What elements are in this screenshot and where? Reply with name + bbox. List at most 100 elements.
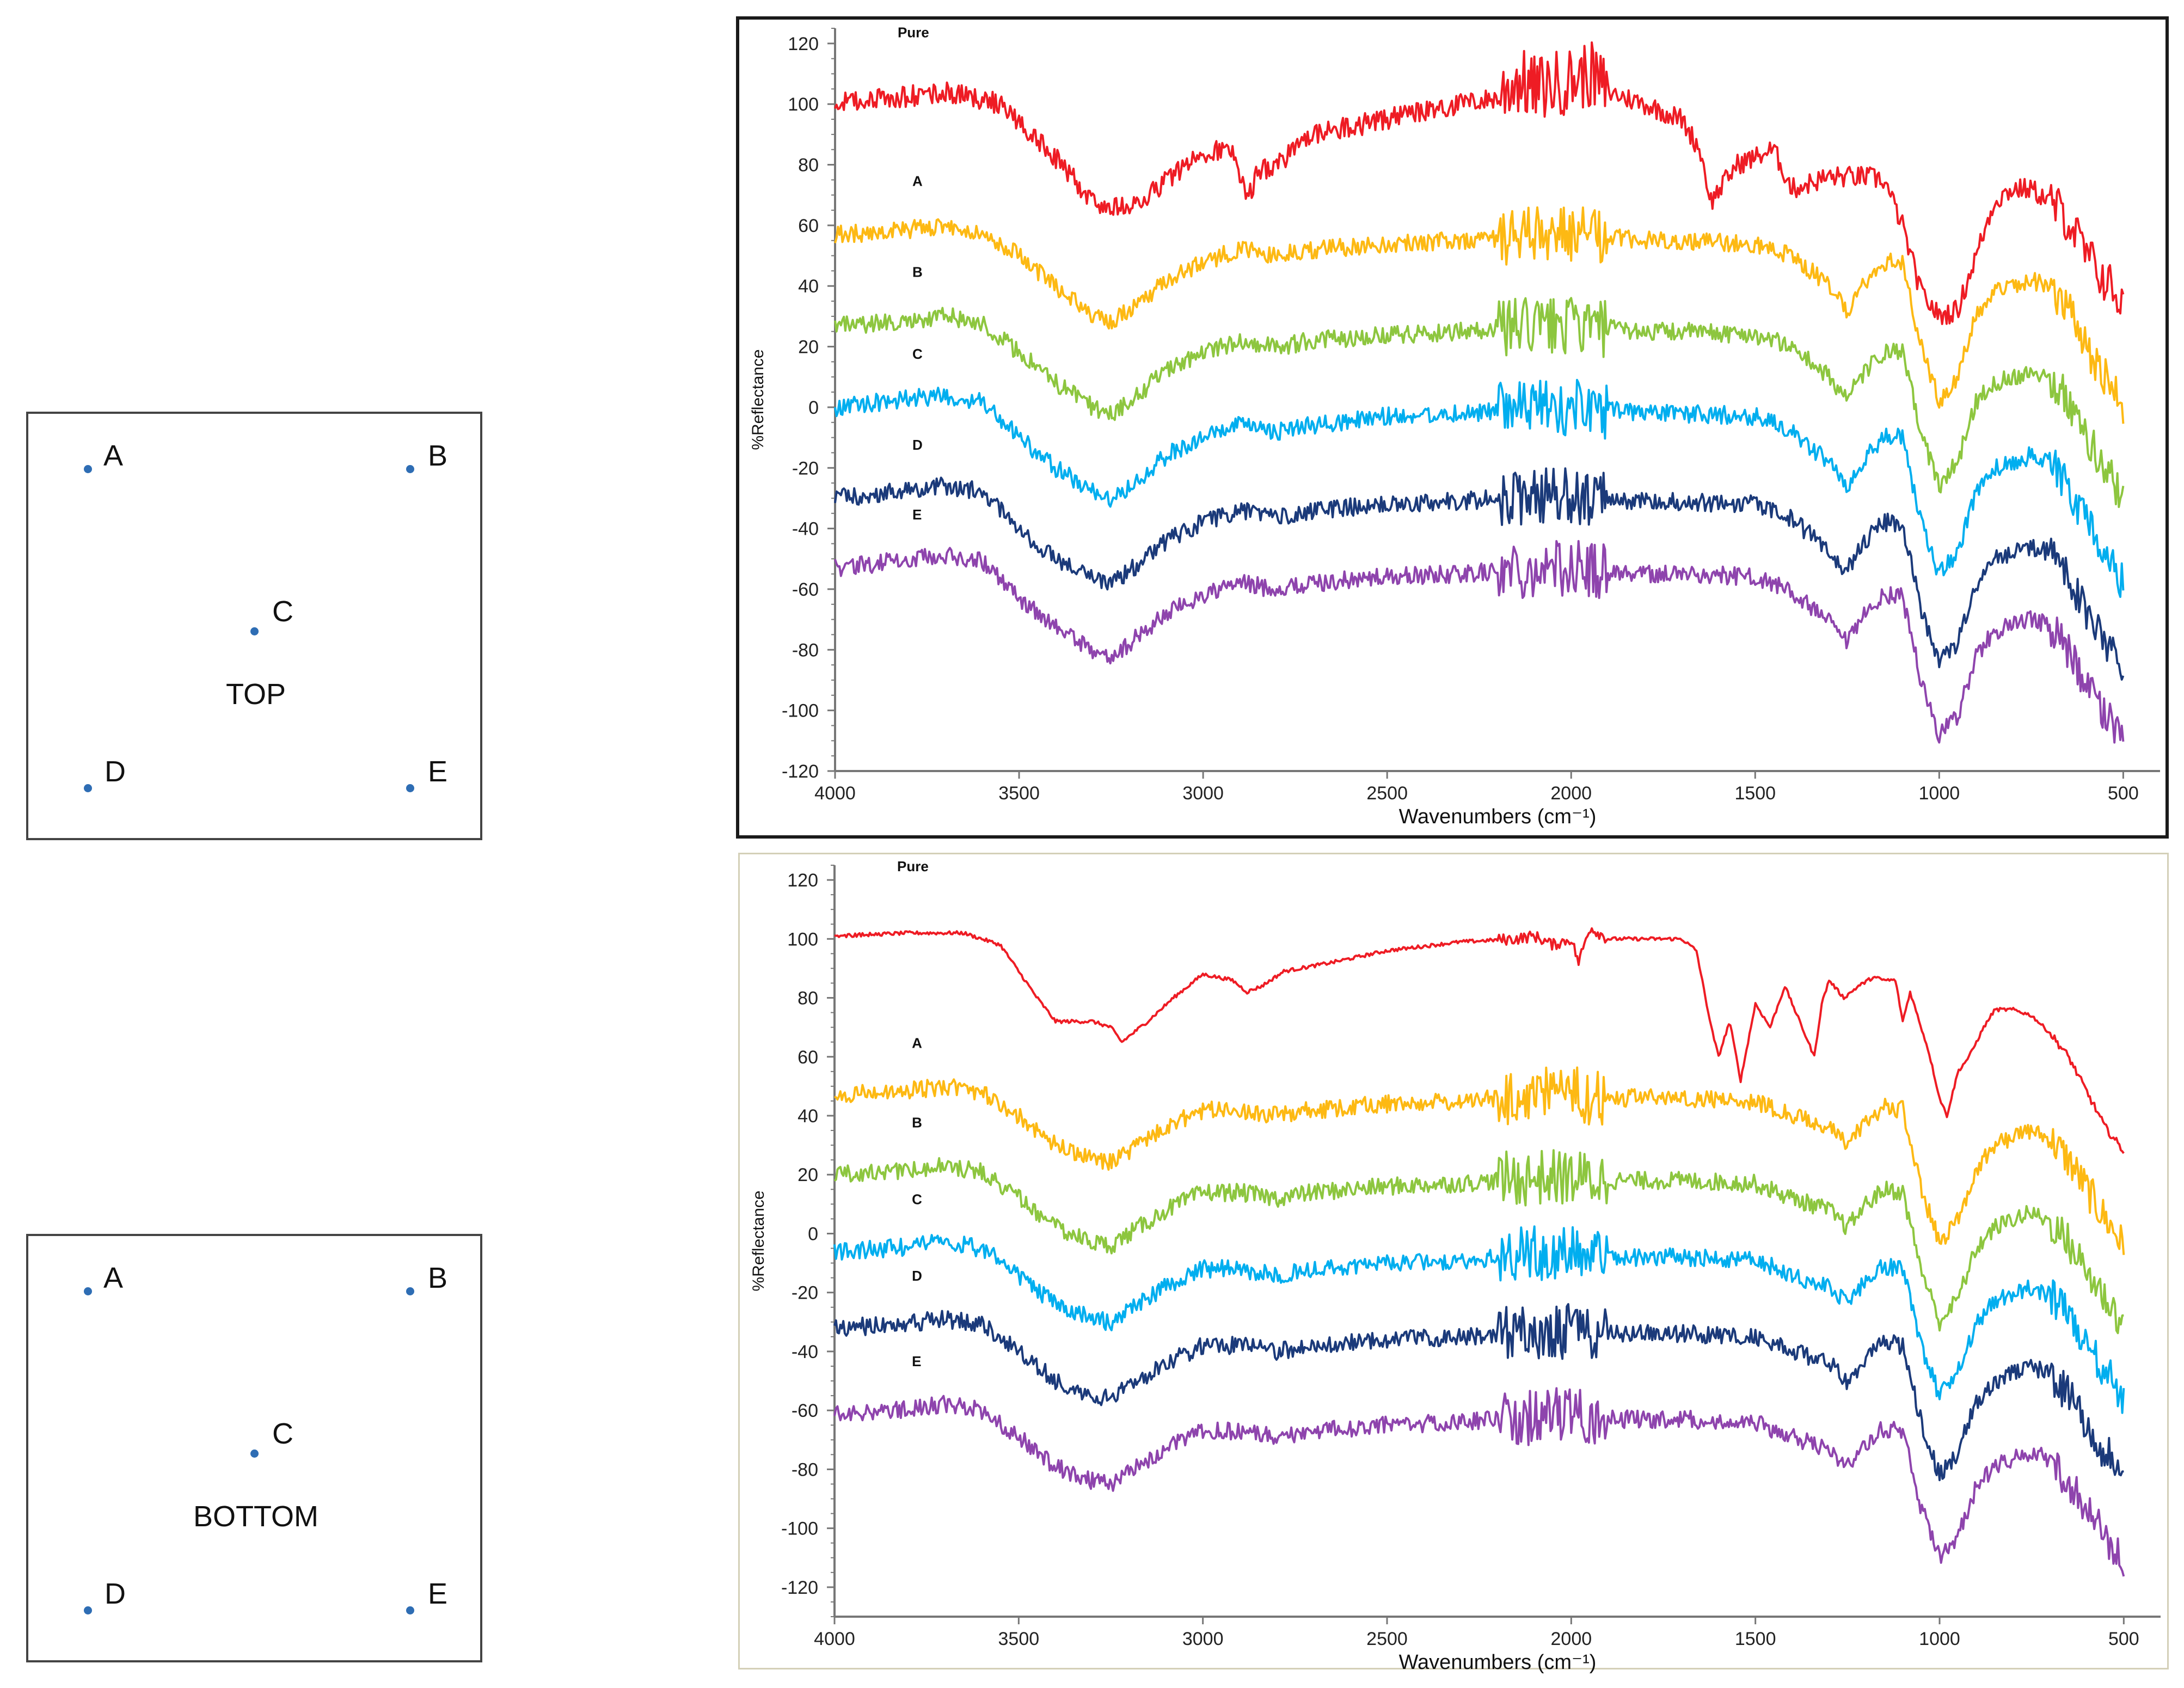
y-tick-label: -20 <box>792 458 819 479</box>
point-a-dot <box>84 1287 92 1295</box>
y-tick-label: 120 <box>787 870 818 891</box>
series-pure: Pure <box>834 858 2125 1154</box>
x-tick-label: 1000 <box>1919 783 1960 804</box>
series-label: D <box>912 437 923 453</box>
y-tick-label: 40 <box>798 276 819 297</box>
y-tick-label: 40 <box>797 1106 818 1127</box>
point-e-label: E <box>428 755 448 788</box>
point-d-dot <box>84 784 92 792</box>
series-a: A <box>834 1035 2125 1255</box>
y-tick-label: 100 <box>788 94 819 115</box>
bottom-spectra-chart: 120 100 80 60 40 20 0 -20 -40 -60 -80 -100 -120 4000 3… <box>750 858 2161 1674</box>
point-c-dot <box>250 627 259 635</box>
series-label: C <box>912 1191 922 1207</box>
x-tick-label: 3000 <box>1182 1629 1224 1649</box>
y-tick-label: 100 <box>787 929 818 950</box>
y-tick-label: 0 <box>808 397 819 418</box>
y-axis-title: %Reflectance <box>750 1190 768 1291</box>
series-line-c <box>834 378 2125 598</box>
series-d: D <box>833 1268 2124 1482</box>
series-line-e <box>834 540 2125 744</box>
point-a-dot <box>84 465 92 473</box>
y-tick-label: -80 <box>792 640 819 660</box>
y-axis-title: %Reflectance <box>749 349 767 450</box>
x-tick-label: 2000 <box>1550 783 1592 804</box>
x-tick-label: 3500 <box>998 783 1040 804</box>
series-label: B <box>912 1115 922 1131</box>
y-tick-label: -40 <box>792 519 819 540</box>
x-tick-label: 1500 <box>1735 1629 1776 1649</box>
series-d: D <box>834 437 2125 681</box>
x-tick-label: 500 <box>2108 783 2139 804</box>
y-tick-label: -20 <box>792 1283 818 1304</box>
y-tick-label: -120 <box>782 761 819 782</box>
top-sample-map: A B C D E TOP <box>26 412 482 840</box>
point-d-label: D <box>105 1577 126 1610</box>
y-tick-label: -40 <box>792 1342 818 1362</box>
point-e-label: E <box>428 1577 448 1610</box>
series-line-a <box>834 1066 2125 1255</box>
top-spectra-chart-frame: 120 100 80 60 40 20 0 -20 -40 -60 -80 -100 -120 4000 3… <box>736 16 2169 839</box>
series-label: Pure <box>897 858 929 874</box>
x-tick-label: 3500 <box>998 1629 1040 1649</box>
series-line-d <box>833 1303 2124 1482</box>
y-tick-label: 0 <box>808 1224 818 1244</box>
series-label: E <box>912 1353 921 1369</box>
series-b: B <box>834 264 2125 508</box>
bottom-sample-map: A B C D E BOTTOM <box>26 1234 482 1662</box>
point-e-dot <box>406 784 414 792</box>
x-axis-title: Wavenumbers (cm⁻¹) <box>1399 805 1597 828</box>
y-tick-label: -60 <box>792 1400 818 1421</box>
series-line-b <box>834 297 2125 508</box>
bottom-caption: BOTTOM <box>193 1500 319 1533</box>
point-b-dot <box>406 465 414 473</box>
y-tick-label: 20 <box>797 1165 818 1185</box>
series-line-e <box>833 1387 2125 1577</box>
series-label: C <box>912 346 923 362</box>
point-b-label: B <box>428 1262 448 1294</box>
x-tick-label: 1500 <box>1734 783 1776 804</box>
series-e: E <box>834 506 2125 744</box>
point-a-label: A <box>103 439 124 472</box>
series-label: D <box>912 1268 922 1284</box>
series-b: B <box>833 1115 2124 1335</box>
series-line-b <box>833 1149 2124 1335</box>
x-tick-label: 500 <box>2108 1629 2139 1649</box>
point-d-label: D <box>105 755 126 788</box>
series-label: Pure <box>898 25 929 41</box>
series-label: E <box>912 506 922 523</box>
point-c-label: C <box>272 1417 293 1450</box>
axes: 120 100 80 60 40 20 0 -20 -40 -60 -80 -100 -120 4000 3… <box>781 865 2161 1649</box>
series-label: B <box>912 264 923 280</box>
point-c-label: C <box>272 595 293 628</box>
y-tick-label: -120 <box>781 1577 818 1598</box>
bottom-spectra-chart-frame: 120 100 80 60 40 20 0 -20 -40 -60 -80 -100 -120 4000 3… <box>738 853 2169 1674</box>
y-tick-label: -80 <box>792 1459 818 1480</box>
y-tick-label: 20 <box>798 337 819 358</box>
x-axis-title: Wavenumbers (cm⁻¹) <box>1399 1651 1597 1674</box>
series-label: A <box>912 1035 922 1051</box>
series-a: A <box>834 173 2125 424</box>
x-tick-label: 2000 <box>1551 1629 1592 1649</box>
series-c: C <box>833 1191 2125 1414</box>
series-line-a <box>834 206 2125 424</box>
x-tick-label: 4000 <box>814 783 856 804</box>
y-tick-label: 80 <box>797 988 818 1009</box>
x-tick-label: 2500 <box>1366 1629 1408 1649</box>
series-pure: Pure <box>834 25 2125 325</box>
y-tick-label: -100 <box>781 1519 818 1539</box>
y-tick-label: 60 <box>798 216 819 236</box>
point-d-dot <box>84 1606 92 1614</box>
x-tick-label: 2500 <box>1366 783 1408 804</box>
x-tick-label: 4000 <box>814 1629 855 1649</box>
series-line-pure <box>834 927 2125 1154</box>
series-e: E <box>833 1353 2125 1577</box>
point-b-dot <box>406 1287 414 1295</box>
point-e-dot <box>406 1606 414 1614</box>
y-tick-label: 60 <box>797 1047 818 1068</box>
x-tick-label: 1000 <box>1919 1629 1960 1649</box>
y-tick-label: -100 <box>782 701 819 721</box>
point-c-dot <box>250 1450 259 1458</box>
series-line-pure <box>834 41 2125 325</box>
